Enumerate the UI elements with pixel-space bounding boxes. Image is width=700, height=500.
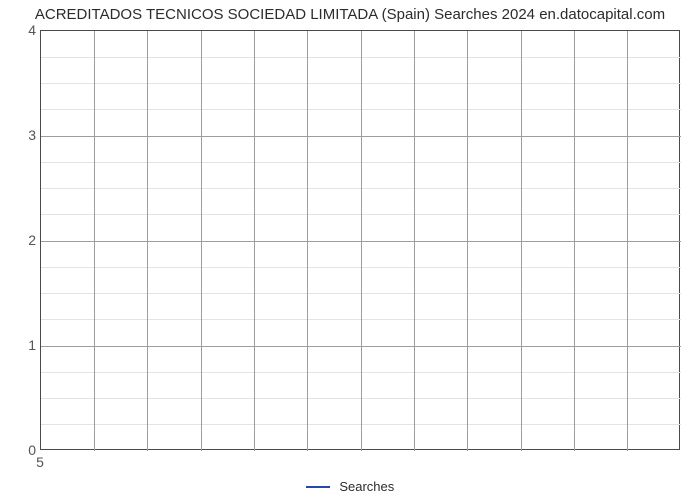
legend-swatch [306, 486, 330, 488]
legend-label: Searches [339, 479, 394, 494]
chart-title: ACREDITADOS TECNICOS SOCIEDAD LIMITADA (… [0, 6, 700, 23]
x-major-gridline [254, 31, 255, 451]
y-tick-label: 3 [12, 127, 36, 143]
y-tick-label: 2 [12, 232, 36, 248]
x-major-gridline [147, 31, 148, 451]
x-major-gridline [574, 31, 575, 451]
chart-container: ACREDITADOS TECNICOS SOCIEDAD LIMITADA (… [0, 0, 700, 500]
x-major-gridline [307, 31, 308, 451]
x-tick-label: 5 [30, 454, 50, 470]
x-major-gridline [361, 31, 362, 451]
x-major-gridline [201, 31, 202, 451]
plot-area [40, 30, 680, 450]
legend: Searches [0, 478, 700, 494]
x-major-gridline [521, 31, 522, 451]
x-major-gridline [94, 31, 95, 451]
y-tick-label: 4 [12, 22, 36, 38]
y-tick-label: 1 [12, 337, 36, 353]
x-major-gridline [467, 31, 468, 451]
x-major-gridline [414, 31, 415, 451]
x-major-gridline [627, 31, 628, 451]
